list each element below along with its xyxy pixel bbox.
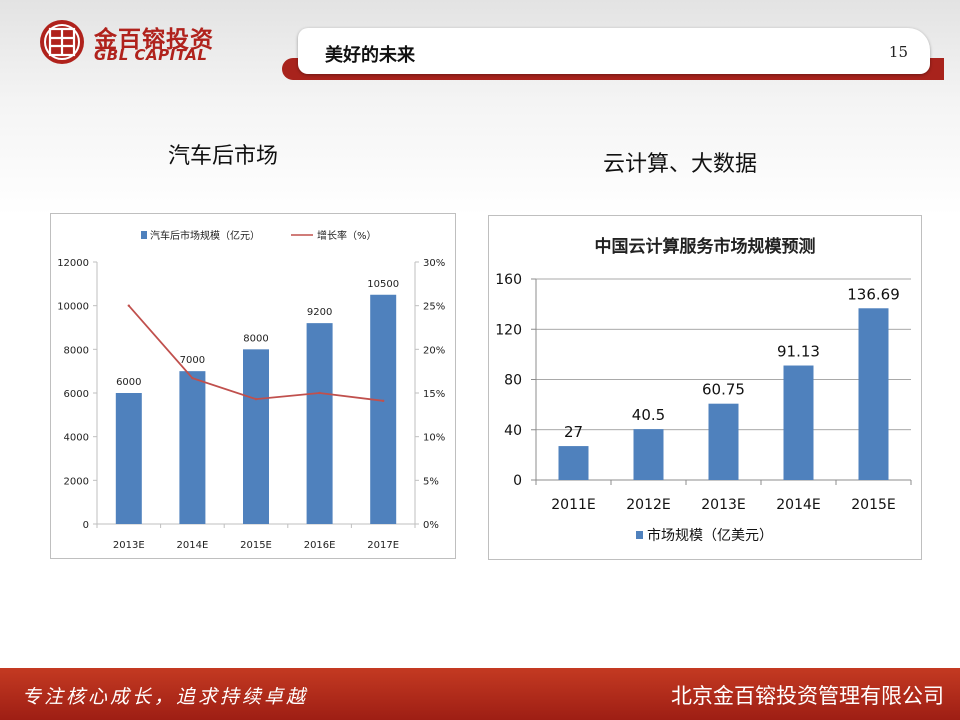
bar-value-label: 91.13 — [777, 343, 820, 361]
growth-rate-point-2015E — [254, 397, 258, 401]
legend-bar-swatch — [141, 231, 147, 239]
growth-rate-point-2016E — [318, 391, 321, 395]
bar-value-label: 60.75 — [702, 381, 745, 399]
bar-value-label: 27 — [564, 423, 583, 441]
bar-value-label: 9200 — [307, 307, 332, 318]
bar-2011E — [558, 446, 589, 480]
bar-value-label: 136.69 — [847, 285, 900, 303]
y2-tick-label: 30% — [423, 258, 445, 269]
x-tick-label: 2015E — [851, 497, 895, 513]
bar-value-label: 8000 — [243, 333, 268, 344]
y2-tick-label: 25% — [423, 302, 445, 313]
y2-tick-label: 5% — [423, 476, 439, 487]
y-tick-label: 2000 — [64, 476, 89, 487]
logo-emblem-icon — [40, 20, 84, 64]
bar-2014E — [783, 365, 814, 480]
x-tick-label: 2016E — [304, 540, 336, 551]
footer-slogan: 专注核心成长，追求持续卓越 — [22, 686, 309, 708]
y2-tick-label: 10% — [423, 433, 445, 444]
growth-rate-point-2014E — [191, 376, 194, 380]
footer-bar: 专注核心成长，追求持续卓越 北京金百镕投资管理有限公司 — [0, 668, 960, 720]
y-tick-label: 8000 — [64, 345, 89, 356]
bar-value-label: 7000 — [180, 355, 205, 366]
bar-2016E — [306, 323, 333, 524]
bar-value-label: 40.5 — [632, 406, 665, 424]
y-tick-label: 4000 — [64, 433, 89, 444]
x-tick-label: 2013E — [701, 497, 745, 513]
y-tick-label: 12000 — [57, 258, 89, 269]
section-title-auto-aftermarket: 汽车后市场 — [168, 144, 279, 169]
company-logo: 金百镕投资 GBL CAPITAL — [38, 18, 218, 70]
bar-value-label: 10500 — [367, 279, 399, 290]
y-tick-label: 120 — [495, 322, 522, 338]
bar-2017E — [370, 294, 397, 524]
title-bar: 美好的未来 15 — [298, 28, 930, 74]
y2-tick-label: 20% — [423, 345, 445, 356]
section-title-cloud-bigdata: 云计算、大数据 — [603, 152, 758, 177]
x-tick-label: 2013E — [113, 540, 145, 551]
growth-rate-point-2013E — [127, 304, 130, 307]
legend-bar-label: 市场规模（亿美元） — [647, 527, 773, 544]
y-tick-label: 0 — [83, 520, 89, 531]
bar-2013E — [115, 393, 142, 524]
legend-line-label: 增长率（%） — [317, 229, 377, 242]
auto-aftermarket-chart: 汽车后市场规模（亿元） 增长率（%） 0 2000 4000 6000 8000 10000 1… — [50, 213, 456, 559]
bar-2015E — [243, 349, 269, 524]
y2-tick-label: 0% — [423, 520, 439, 531]
x-tick-label: 2017E — [367, 540, 399, 551]
y2-tick-label: 15% — [423, 389, 445, 400]
x-tick-label: 2011E — [551, 497, 595, 513]
page-title: 美好的未来 — [325, 45, 415, 66]
x-tick-label: 2015E — [240, 540, 272, 551]
bar-2014E — [179, 371, 206, 524]
cloud-market-chart: 中国云计算服务市场规模预测 0 40 80 120 160 2011E 2012E 2013E 2… — [488, 215, 922, 560]
bar-2015E — [858, 308, 889, 480]
growth-rate-point-2017E — [382, 399, 385, 403]
y-tick-label: 40 — [504, 423, 522, 439]
bar-value-label: 6000 — [116, 377, 141, 388]
y-tick-label: 0 — [513, 473, 522, 489]
logo-text-cn: 金百镕投资 — [94, 27, 214, 53]
y-tick-label: 160 — [495, 272, 522, 288]
footer-company-name: 北京金百镕投资管理有限公司 — [671, 684, 944, 708]
x-tick-label: 2014E — [776, 497, 820, 513]
x-tick-label: 2012E — [626, 497, 670, 513]
chart-title: 中国云计算服务市场规模预测 — [595, 236, 816, 257]
legend-bar-label: 汽车后市场规模（亿元） — [150, 229, 260, 242]
auto-aftermarket-chart-svg: 汽车后市场规模（亿元） 增长率（%） 0 2000 4000 6000 8000 10000 1… — [57, 229, 445, 551]
bar-2013E — [708, 403, 739, 480]
cloud-market-chart-svg: 中国云计算服务市场规模预测 0 40 80 120 160 2011E 2012E 2013E 2… — [495, 236, 912, 544]
y-tick-label: 10000 — [57, 302, 89, 313]
y-tick-label: 6000 — [64, 389, 89, 400]
legend-bar-swatch — [636, 531, 643, 539]
x-tick-label: 2014E — [177, 540, 209, 551]
page-number: 15 — [888, 43, 908, 61]
y-tick-label: 80 — [504, 373, 522, 389]
logo-text-en: GBL CAPITAL — [94, 46, 208, 64]
bar-2012E — [633, 429, 664, 480]
